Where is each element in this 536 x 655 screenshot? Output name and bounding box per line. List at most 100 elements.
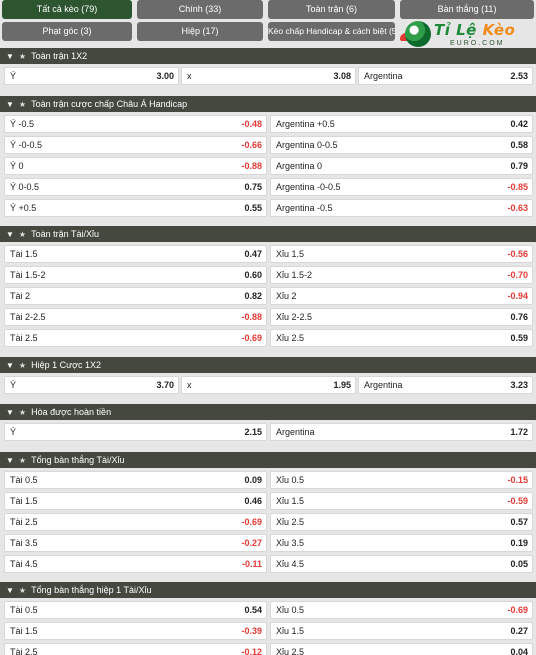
odds-value: 0.46: [244, 496, 262, 506]
odds-cell[interactable]: Xỉu 1.5-2 -0.70: [270, 266, 533, 284]
odds-cell[interactable]: Argentina 0 0.79: [270, 157, 533, 175]
market-section-header[interactable]: ▼ ★ Toàn trận cược chấp Châu Á Handicap: [0, 96, 536, 112]
odds-cell[interactable]: Tài 2.5 -0.69: [4, 513, 267, 531]
odds-selection-label: Tài 1.5: [10, 626, 38, 636]
favorite-star-icon[interactable]: ★: [18, 100, 27, 109]
odds-cell[interactable]: Xỉu 2.5 0.04: [270, 643, 533, 655]
odds-cell[interactable]: Ý 2.15: [4, 423, 267, 441]
tab-corners[interactable]: Phạt góc (3): [2, 22, 132, 41]
odds-value: 0.75: [244, 182, 262, 192]
odds-cell[interactable]: Argentina 1.72: [270, 423, 533, 441]
odds-selection-label: Ý: [10, 380, 17, 390]
collapse-caret-icon[interactable]: ▼: [6, 361, 14, 370]
odds-cell[interactable]: Ý 0 -0.88: [4, 157, 267, 175]
section-title: Toàn trận cược chấp Châu Á Handicap: [31, 99, 188, 109]
odds-cell[interactable]: Tài 2.5 -0.12: [4, 643, 267, 655]
favorite-star-icon[interactable]: ★: [18, 456, 27, 465]
odds-cell[interactable]: Xỉu 1.5 -0.56: [270, 245, 533, 263]
favorite-star-icon[interactable]: ★: [18, 361, 27, 370]
tab-full-match[interactable]: Toàn trận (6): [268, 0, 395, 19]
tab-main[interactable]: Chính (33): [137, 0, 263, 19]
odds-value: 2.53: [510, 71, 528, 81]
odds-cell[interactable]: Xỉu 1.5 -0.59: [270, 492, 533, 510]
odds-selection-label: Ý -0-0.5: [10, 140, 43, 150]
odds-cell[interactable]: Xỉu 0.5 -0.69: [270, 601, 533, 619]
odds-value: -0.70: [507, 270, 528, 280]
odds-cell[interactable]: Tài 1.5 -0.39: [4, 622, 267, 640]
odds-cell[interactable]: Xỉu 2 -0.94: [270, 287, 533, 305]
odds-value: 0.58: [510, 140, 528, 150]
odds-cell[interactable]: x 1.95: [181, 376, 356, 394]
collapse-caret-icon[interactable]: ▼: [6, 52, 14, 61]
section-title: Tổng bàn thắng Tài/Xỉu: [31, 455, 125, 465]
collapse-caret-icon[interactable]: ▼: [6, 456, 14, 465]
odds-selection-label: Argentina 0-0.5: [276, 140, 338, 150]
odds-cell[interactable]: Tài 1.5 0.47: [4, 245, 267, 263]
odds-cell[interactable]: Argentina +0.5 0.42: [270, 115, 533, 133]
odds-value: -0.59: [507, 496, 528, 506]
tab-half[interactable]: Hiệp (17): [137, 22, 263, 41]
collapse-caret-icon[interactable]: ▼: [6, 586, 14, 595]
odds-cell[interactable]: Xỉu 1.5 0.27: [270, 622, 533, 640]
odds-selection-label: Tài 2-2.5: [10, 312, 46, 322]
odds-cell[interactable]: Argentina 2.53: [358, 67, 533, 85]
tilekeo-logo[interactable]: Tỉ Lệ Kèo EURO.COM: [400, 19, 536, 53]
favorite-star-icon[interactable]: ★: [18, 586, 27, 595]
odds-cell[interactable]: Tài 2-2.5 -0.88: [4, 308, 267, 326]
odds-value: -0.11: [241, 559, 262, 569]
odds-cell[interactable]: Tài 0.5 0.54: [4, 601, 267, 619]
favorite-star-icon[interactable]: ★: [18, 230, 27, 239]
odds-selection-label: Xỉu 0.5: [276, 605, 305, 615]
odds-selection-label: Xỉu 2.5: [276, 517, 305, 527]
tab-handicap[interactable]: Kèo chấp Handicap & cách biệt (5): [268, 22, 395, 41]
section-title: Hòa được hoàn tiền: [31, 407, 112, 417]
odds-cell[interactable]: Xỉu 2.5 0.59: [270, 329, 533, 347]
logo-subtext: EURO.COM: [450, 40, 505, 47]
tab-all-markets[interactable]: Tất cả kèo (79): [2, 0, 132, 19]
tab-goals[interactable]: Bàn thắng (11): [400, 0, 534, 19]
odds-cell[interactable]: Xỉu 3.5 0.19: [270, 534, 533, 552]
market-section-header[interactable]: ▼ ★ Toàn trận Tài/Xỉu: [0, 226, 536, 242]
odds-cell[interactable]: Xỉu 2.5 0.57: [270, 513, 533, 531]
odds-cell[interactable]: Tài 0.5 0.09: [4, 471, 267, 489]
favorite-star-icon[interactable]: ★: [18, 52, 27, 61]
odds-cell[interactable]: Argentina 0-0.5 0.58: [270, 136, 533, 154]
odds-cell[interactable]: Ý -0.5 -0.48: [4, 115, 267, 133]
odds-cell[interactable]: Ý 0-0.5 0.75: [4, 178, 267, 196]
collapse-caret-icon[interactable]: ▼: [6, 100, 14, 109]
odds-cell[interactable]: Ý 3.00: [4, 67, 179, 85]
market-section-header[interactable]: ▼ ★ Toàn trận 1X2: [0, 48, 536, 64]
market-section-header[interactable]: ▼ ★ Tổng bàn thắng hiệp 1 Tài/Xỉu: [0, 582, 536, 598]
odds-cell[interactable]: x 3.08: [181, 67, 356, 85]
odds-value: -0.15: [507, 475, 528, 485]
collapse-caret-icon[interactable]: ▼: [6, 230, 14, 239]
odds-cell[interactable]: Argentina -0-0.5 -0.85: [270, 178, 533, 196]
odds-cell[interactable]: Tài 1.5 0.46: [4, 492, 267, 510]
odds-selection-label: Tài 0.5: [10, 475, 38, 485]
odds-cell[interactable]: Xỉu 2-2.5 0.76: [270, 308, 533, 326]
collapse-caret-icon[interactable]: ▼: [6, 408, 14, 417]
odds-selection-label: Tài 2: [10, 291, 31, 301]
odds-selection-label: Xỉu 0.5: [276, 475, 305, 485]
odds-cell[interactable]: Tài 1.5-2 0.60: [4, 266, 267, 284]
odds-cell[interactable]: Tài 3.5 -0.27: [4, 534, 267, 552]
odds-cell[interactable]: Tài 4.5 -0.11: [4, 555, 267, 573]
odds-cell[interactable]: Ý +0.5 0.55: [4, 199, 267, 217]
odds-cell[interactable]: Ý -0-0.5 -0.66: [4, 136, 267, 154]
odds-cell[interactable]: Argentina 3.23: [358, 376, 533, 394]
odds-cell[interactable]: Ý 3.70: [4, 376, 179, 394]
odds-cell[interactable]: Argentina -0.5 -0.63: [270, 199, 533, 217]
odds-selection-label: Xỉu 1.5-2: [276, 270, 313, 280]
odds-cell[interactable]: Tài 2 0.82: [4, 287, 267, 305]
market-section-header[interactable]: ▼ ★ Hiệp 1 Cược 1X2: [0, 357, 536, 373]
odds-selection-label: Argentina -0.5: [276, 203, 333, 213]
market-section-header[interactable]: ▼ ★ Hòa được hoàn tiền: [0, 404, 536, 420]
odds-value: -0.69: [507, 605, 528, 615]
odds-cell[interactable]: Tài 2.5 -0.69: [4, 329, 267, 347]
odds-cell[interactable]: Xỉu 4.5 0.05: [270, 555, 533, 573]
odds-selection-label: Tài 1.5: [10, 496, 38, 506]
odds-selection-label: Tài 2.5: [10, 647, 38, 655]
market-section-header[interactable]: ▼ ★ Tổng bàn thắng Tài/Xỉu: [0, 452, 536, 468]
odds-cell[interactable]: Xỉu 0.5 -0.15: [270, 471, 533, 489]
favorite-star-icon[interactable]: ★: [18, 408, 27, 417]
